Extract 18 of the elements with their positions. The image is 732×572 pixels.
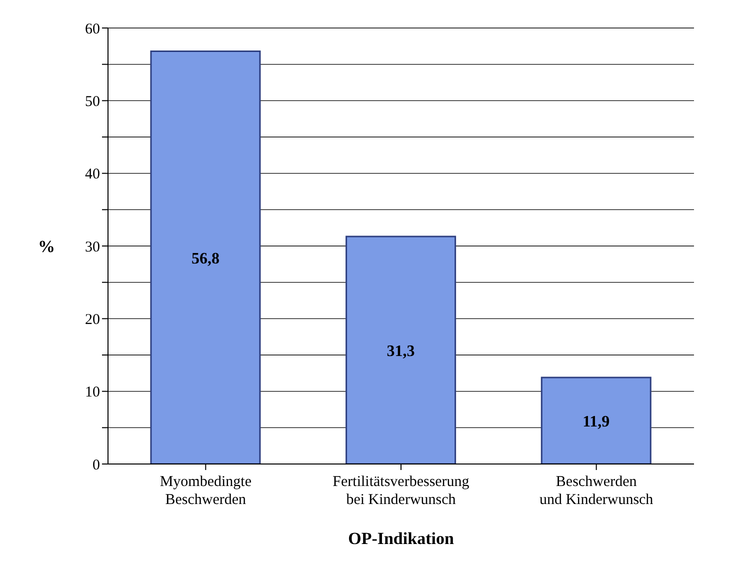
y-tick-label: 60 xyxy=(85,21,100,38)
y-tick-label: 50 xyxy=(85,94,100,110)
y-tick-label: 20 xyxy=(85,312,100,328)
bar xyxy=(150,50,261,464)
y-tick-label: 10 xyxy=(85,384,100,401)
x-tick-label: Myombedingte Beschwerden xyxy=(160,474,252,508)
x-axis-title: OP-Indikation xyxy=(348,529,454,548)
data-label: 56,8 xyxy=(191,250,220,268)
data-label: 31,3 xyxy=(386,342,415,360)
bar xyxy=(346,236,456,464)
y-tick-label: 30 xyxy=(85,239,100,256)
x-tick-label: Beschwerden und Kinderwunsch xyxy=(539,474,654,508)
data-label: 11,9 xyxy=(582,413,610,430)
x-tick-label: Fertilitätsverbesserung bei Kinderwunsch xyxy=(332,474,470,508)
bar xyxy=(540,376,652,464)
y-tick-label: 40 xyxy=(85,166,100,183)
y-axis-title: % xyxy=(38,237,55,256)
y-tick-label: 0 xyxy=(92,457,100,474)
